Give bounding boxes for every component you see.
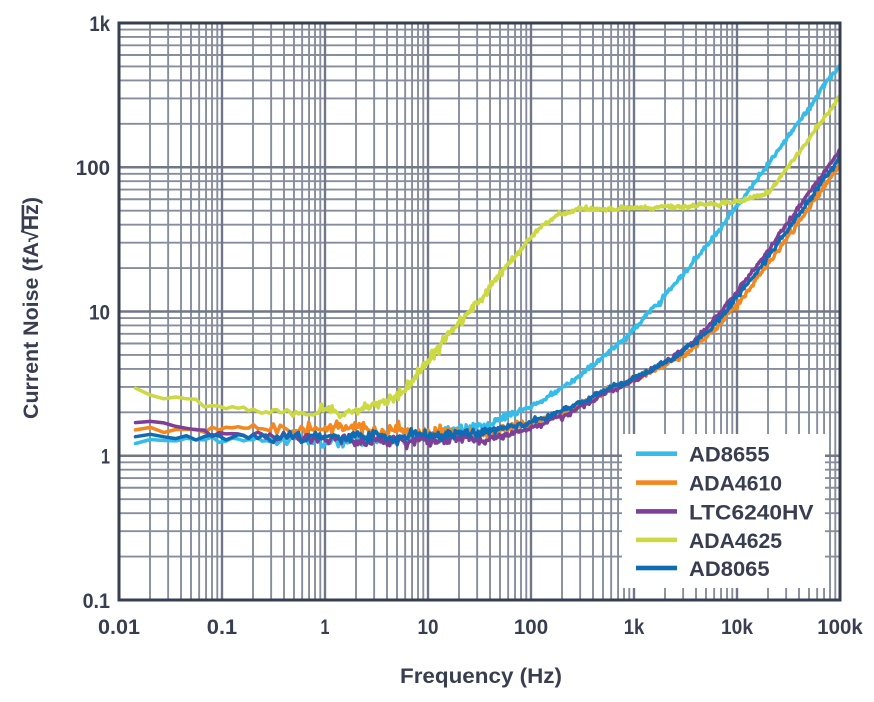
svg-text:10: 10 bbox=[89, 300, 110, 324]
svg-text:1: 1 bbox=[101, 445, 110, 469]
svg-text:100: 100 bbox=[76, 156, 110, 180]
svg-text:0.1: 0.1 bbox=[83, 589, 110, 613]
svg-text:100k: 100k bbox=[817, 615, 863, 639]
svg-text:ADA4610: ADA4610 bbox=[689, 472, 782, 496]
svg-text:1k: 1k bbox=[89, 12, 110, 36]
svg-text:Frequency (Hz): Frequency (Hz) bbox=[400, 664, 562, 688]
svg-text:LTC6240HV: LTC6240HV bbox=[689, 500, 814, 524]
svg-text:0.01: 0.01 bbox=[98, 615, 140, 639]
svg-text:AD8655: AD8655 bbox=[689, 443, 770, 467]
svg-text:10k: 10k bbox=[721, 615, 753, 639]
svg-text:AD8065: AD8065 bbox=[689, 557, 770, 581]
svg-text:1k: 1k bbox=[624, 615, 645, 639]
svg-text:Current Noise (fA√Hz): Current Noise (fA√Hz) bbox=[19, 197, 43, 419]
svg-text:0.1: 0.1 bbox=[207, 615, 237, 639]
svg-text:1: 1 bbox=[321, 615, 330, 639]
svg-text:100: 100 bbox=[514, 615, 548, 639]
svg-text:10: 10 bbox=[418, 615, 439, 639]
svg-text:ADA4625: ADA4625 bbox=[689, 529, 782, 553]
